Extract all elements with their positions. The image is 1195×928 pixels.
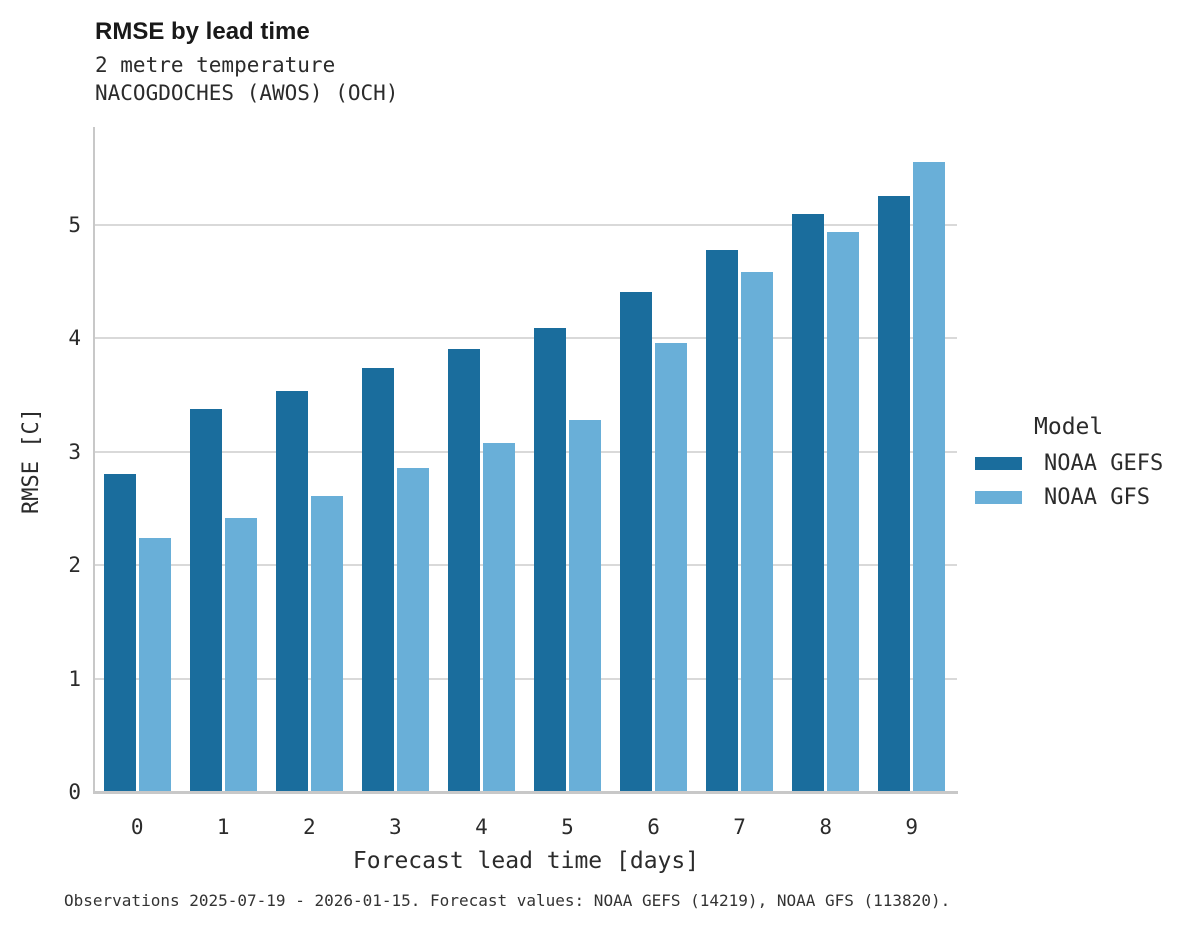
bar-noaa-gefs-day-3 [361, 367, 394, 792]
x-tick-label-5: 5 [561, 815, 574, 839]
bar-noaa-gfs-day-1 [224, 517, 257, 792]
bar-noaa-gefs-day-9 [878, 195, 911, 792]
chart-title: RMSE by lead time [95, 18, 310, 45]
chart-subtitle-variable: 2 metre temperature [95, 53, 336, 77]
legend-label-noaa-gfs: NOAA GFS [1044, 484, 1150, 510]
bar-noaa-gfs-day-0 [138, 537, 171, 792]
legend-items: NOAA GEFS NOAA GFS [975, 446, 1190, 514]
x-tick-label-7: 7 [733, 815, 746, 839]
legend: Model NOAA GEFS NOAA GFS [975, 412, 1190, 514]
legend-swatch-noaa-gfs [975, 490, 1022, 504]
footnote: Observations 2025-07-19 - 2026-01-15. Fo… [64, 891, 951, 910]
legend-swatch-noaa-gefs [975, 456, 1022, 470]
x-axis-spine [93, 791, 958, 794]
legend-item-noaa-gfs: NOAA GFS [975, 480, 1190, 514]
bar-noaa-gefs-day-5 [534, 328, 566, 792]
bar-noaa-gefs-day-4 [447, 348, 480, 792]
chart-subtitle-station: NACOGDOCHES (AWOS) (OCH) [95, 81, 399, 105]
legend-title: Model [1034, 414, 1104, 440]
bar-noaa-gfs-day-5 [569, 420, 601, 792]
x-tick-label-3: 3 [389, 815, 402, 839]
bar-noaa-gfs-day-9 [913, 161, 946, 792]
gridline-y-2 [95, 564, 957, 567]
y-tick-label-1: 1 [68, 666, 81, 691]
y-tick-label-5: 5 [68, 213, 81, 237]
y-tick-label-3: 3 [68, 439, 81, 464]
y-tick-label-0: 0 [68, 780, 81, 804]
gridline-y-5 [95, 224, 957, 226]
bar-noaa-gefs-day-2 [275, 390, 308, 792]
bar-noaa-gefs-day-6 [620, 291, 653, 792]
x-tick-label-2: 2 [302, 815, 316, 839]
bar-noaa-gefs-day-0 [103, 474, 136, 792]
bar-noaa-gefs-day-1 [189, 408, 222, 792]
bar-noaa-gfs-day-6 [655, 342, 688, 792]
x-tick-label-1: 1 [216, 815, 230, 839]
bar-noaa-gefs-day-7 [706, 249, 739, 792]
x-tick-label-8: 8 [819, 815, 832, 839]
y-tick-label-4: 4 [68, 326, 81, 351]
x-tick-label-9: 9 [905, 815, 919, 839]
bar-noaa-gfs-day-3 [396, 467, 429, 792]
y-axis-spine [93, 127, 95, 794]
bar-noaa-gfs-day-2 [310, 496, 343, 792]
x-tick-label-4: 4 [475, 815, 488, 839]
gridline-y-3 [95, 450, 957, 453]
legend-label-noaa-gefs: NOAA GEFS [1044, 450, 1164, 476]
bar-noaa-gefs-day-8 [792, 213, 825, 792]
bar-noaa-gfs-day-8 [827, 231, 860, 792]
x-tick-label-0: 0 [130, 815, 144, 839]
y-tick-label-2: 2 [68, 553, 81, 578]
gridline-y-1 [95, 677, 957, 680]
legend-item-noaa-gefs: NOAA GEFS [975, 446, 1190, 480]
bar-noaa-gfs-day-4 [482, 442, 515, 792]
plot-area [95, 127, 957, 792]
x-axis-title: Forecast lead time [days] [352, 848, 700, 874]
bar-noaa-gfs-day-7 [741, 271, 774, 792]
y-axis-title: RMSE [C] [19, 408, 44, 514]
gridline-y-4 [95, 337, 957, 340]
x-tick-label-6: 6 [647, 815, 660, 839]
